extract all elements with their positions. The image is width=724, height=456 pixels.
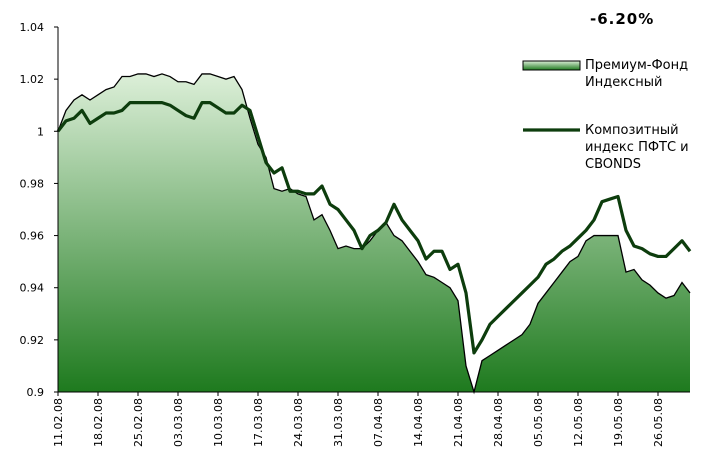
x-tick-label: 26.05.08 [652, 398, 665, 447]
annotation: -6.20% [590, 10, 655, 28]
x-tick-label: 03.03.08 [172, 398, 185, 447]
x-tick-label: 05.05.08 [532, 398, 545, 447]
y-tick-label: 1.02 [20, 73, 45, 86]
y-tick-label: 0.9 [27, 386, 45, 399]
x-tick-label: 24.03.08 [292, 398, 305, 447]
legend-swatch [522, 60, 581, 71]
y-tick-label: 0.96 [20, 230, 45, 243]
series-line [56, 101, 692, 355]
x-tick-label: 25.02.08 [132, 398, 145, 447]
x-tick-label: 31.03.08 [332, 398, 345, 447]
x-tick-label: 07.04.08 [372, 398, 385, 447]
area-fill [58, 73, 690, 392]
x-tick-label: 17.03.08 [252, 398, 265, 447]
y-tick-label: 0.98 [20, 177, 45, 190]
y-tick-label: 1 [37, 125, 44, 138]
x-tick-label: 18.02.08 [92, 398, 105, 447]
y-tick-label: 0.94 [20, 282, 45, 295]
x-tick-label: 14.04.08 [412, 398, 425, 447]
x-tick-label: 28.04.08 [492, 398, 505, 447]
x-tick-label: 19.05.08 [612, 398, 625, 447]
x-tick-label: 11.02.08 [52, 398, 65, 447]
x-tick-label: 21.04.08 [452, 398, 465, 447]
legend-label: Премиум-Фонд Индексный [585, 58, 689, 90]
area-outline [57, 73, 691, 395]
x-tick-label: 10.03.08 [212, 398, 225, 447]
y-tick-label: 1.04 [20, 21, 45, 34]
y-tick-label: 0.92 [20, 334, 45, 347]
legend-label: Композитный индекс ПФТС и CBONDS [585, 123, 689, 172]
x-tick-label: 12.05.08 [572, 398, 585, 447]
